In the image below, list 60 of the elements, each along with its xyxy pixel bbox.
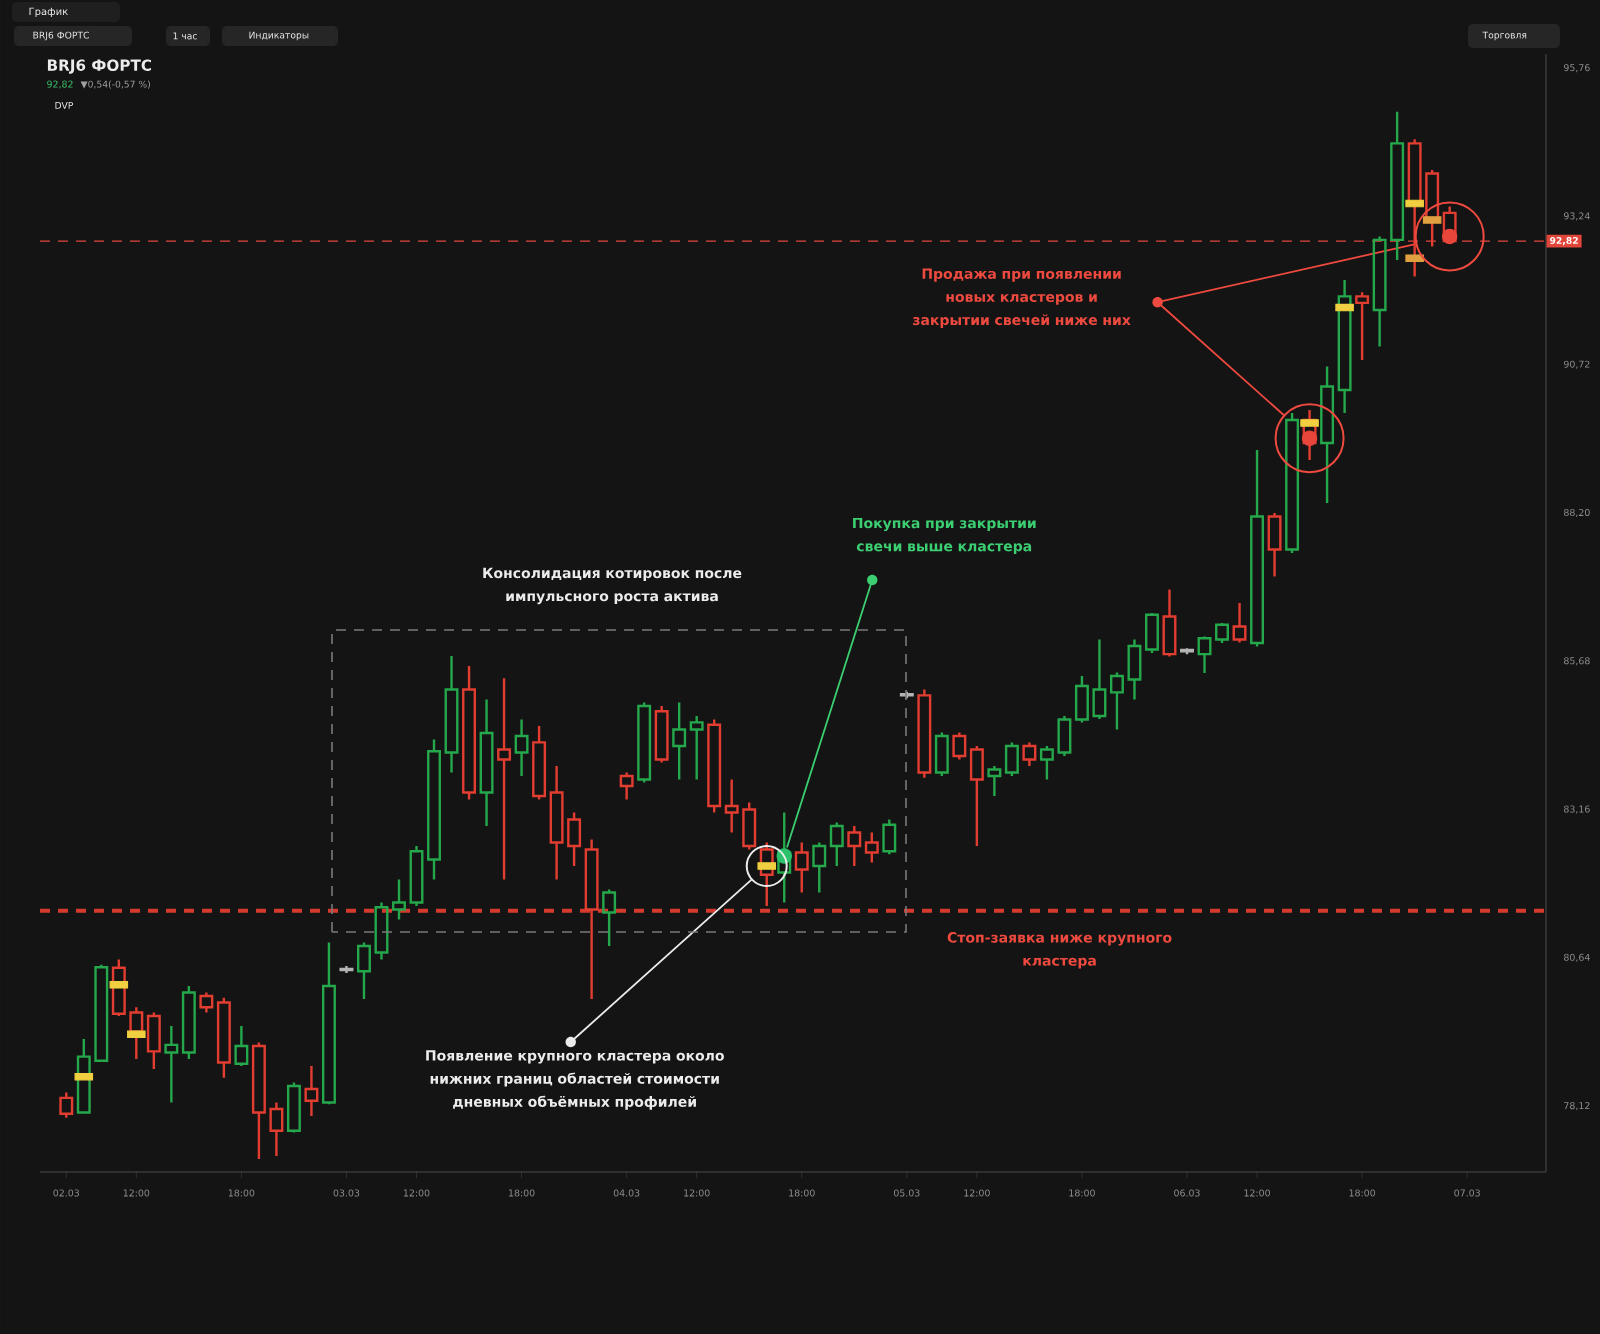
candlestick xyxy=(637,701,652,784)
candlestick xyxy=(339,964,354,975)
candlestick xyxy=(1337,278,1352,415)
candlestick xyxy=(619,771,634,801)
candlestick xyxy=(234,1024,249,1068)
candlestick xyxy=(164,1024,179,1104)
candlestick xyxy=(146,1011,161,1071)
candlestick xyxy=(1180,647,1194,656)
candlestick xyxy=(216,996,231,1080)
candlestick xyxy=(1022,741,1037,768)
candlestick xyxy=(829,821,844,868)
candlestick xyxy=(497,677,512,881)
candlestick xyxy=(864,831,879,864)
candlestick xyxy=(181,984,196,1061)
candlestick xyxy=(812,841,827,894)
candlestick xyxy=(917,688,932,779)
candlestick xyxy=(759,841,774,908)
candlestick xyxy=(672,701,687,781)
candlestick xyxy=(899,690,914,700)
candlestick xyxy=(304,1064,319,1118)
candlestick xyxy=(1355,291,1370,362)
candlestick xyxy=(479,698,494,828)
candlestick xyxy=(321,941,336,1106)
point xyxy=(1414,201,1485,272)
candlestick xyxy=(1215,621,1230,645)
candlestick xyxy=(1320,365,1335,505)
candlestick xyxy=(987,764,1002,798)
candlestick xyxy=(654,704,669,764)
candlestick xyxy=(689,714,704,781)
candlestick xyxy=(934,731,949,778)
candlestick xyxy=(199,991,214,1014)
candlestick xyxy=(952,731,967,761)
candlestick xyxy=(1004,741,1019,778)
candlestick xyxy=(1250,448,1265,648)
candlestick xyxy=(969,744,984,848)
candlestick xyxy=(514,718,529,778)
candlestick xyxy=(1285,411,1300,555)
candlestick xyxy=(1267,511,1282,578)
candlestick xyxy=(794,841,809,894)
candlestick xyxy=(1232,601,1247,644)
candlestick xyxy=(1162,588,1177,658)
candlestick xyxy=(444,654,459,774)
candlestick xyxy=(374,901,389,961)
candlestick xyxy=(532,724,547,801)
candlestick xyxy=(392,878,406,921)
candlestick xyxy=(59,1091,74,1120)
candlestick xyxy=(1145,611,1159,655)
candlestick xyxy=(1197,635,1212,675)
candlestick xyxy=(409,844,424,908)
candlestick xyxy=(847,824,862,868)
candlestick xyxy=(602,888,617,948)
candlestick xyxy=(427,738,441,881)
candlestick xyxy=(286,1081,301,1134)
candlestick xyxy=(882,818,897,856)
candlestick xyxy=(356,941,371,1001)
candlestick xyxy=(584,838,599,1001)
point xyxy=(1274,403,1345,474)
candlestick xyxy=(1302,408,1317,462)
candlestick xyxy=(707,718,722,814)
candlestick xyxy=(462,664,477,801)
